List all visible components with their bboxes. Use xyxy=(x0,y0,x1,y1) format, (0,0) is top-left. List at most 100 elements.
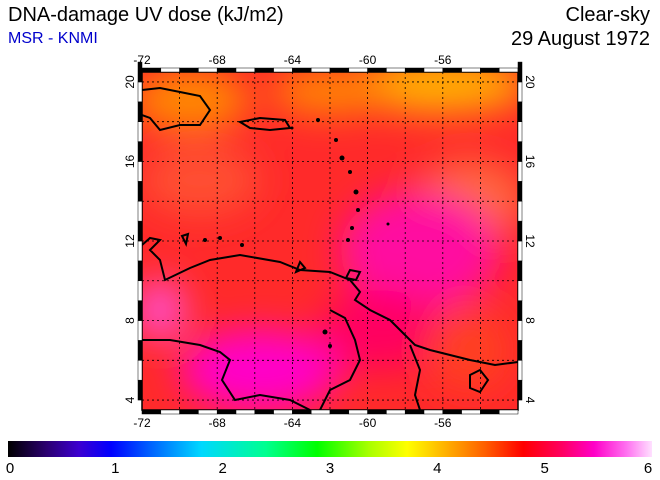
frame-tick-top xyxy=(404,67,425,73)
colorbar-tick-label: 0 xyxy=(5,460,15,477)
lon-tick-label-bottom: -72 xyxy=(133,416,151,430)
lon-tick-label-bottom: -56 xyxy=(434,416,452,430)
frame-tick-right xyxy=(517,81,523,103)
colorbar-tick-label: 3 xyxy=(325,460,335,477)
tick-labels: -72 -72 -68 -68 -64 -64 -60 -60 -56 -56 20 20 16 16 12… xyxy=(123,53,537,430)
frame-tick-bottom xyxy=(480,409,500,415)
frame-tick-left xyxy=(137,61,143,83)
frame-tick-top xyxy=(367,67,387,73)
frame-tick-bottom xyxy=(198,409,218,415)
frame-tick-right xyxy=(517,320,523,341)
frame-ticks xyxy=(137,61,523,415)
lat-tick-label-left: 20 xyxy=(123,75,137,89)
frame-tick-bottom xyxy=(442,409,462,415)
frame-tick-right xyxy=(517,300,523,321)
frame-tick-left xyxy=(137,181,143,202)
frame-tick-right xyxy=(517,220,523,242)
frame-tick-top xyxy=(292,67,312,73)
lon-tick-label-bottom: -64 xyxy=(284,416,302,430)
lon-tick-label-top: -68 xyxy=(209,53,227,67)
frame-tick-top xyxy=(273,67,293,73)
frame-tick-bottom xyxy=(329,409,350,415)
frame-tick-left xyxy=(137,260,143,282)
frame-tick-top xyxy=(442,67,462,73)
frame-tick-right xyxy=(517,360,523,381)
frame-tick-right xyxy=(517,181,523,202)
frame-tick-top xyxy=(310,67,331,73)
frame-tick-top xyxy=(348,67,368,73)
frame-tick-bottom xyxy=(254,409,274,415)
frame-tick-left xyxy=(137,81,143,103)
frame-tick-left xyxy=(137,200,143,222)
frame-tick-right xyxy=(517,121,523,142)
frame-tick-right xyxy=(517,260,523,282)
frame-tick-top xyxy=(235,67,256,73)
frame-tick-right xyxy=(517,240,523,262)
frame-tick-right xyxy=(517,141,523,162)
frame-tick-top xyxy=(386,67,406,73)
colorbar-tick-label: 5 xyxy=(540,460,549,477)
frame-tick-bottom xyxy=(498,409,519,415)
colorbar-tick-label: 6 xyxy=(643,460,653,477)
frame-tick-right xyxy=(517,161,523,182)
frame-tick-bottom xyxy=(141,409,162,415)
date-label: 29 August 1972 xyxy=(510,28,650,50)
lat-tick-label-right: 4 xyxy=(523,397,537,404)
frame-tick-top xyxy=(141,67,162,73)
lat-tick-label-right: 20 xyxy=(523,75,537,89)
colorbar-tick-label: 4 xyxy=(433,460,442,477)
source-label: MSR - KNMI xyxy=(8,30,98,47)
frame-tick-right xyxy=(517,379,523,401)
frame-tick-left xyxy=(137,379,143,401)
frame-tick-left xyxy=(137,340,143,361)
lat-tick-label-right: 12 xyxy=(523,234,537,248)
frame-tick-left xyxy=(137,220,143,242)
frame-tick-top xyxy=(198,67,218,73)
frame-tick-bottom xyxy=(160,409,180,415)
frame-tick-bottom xyxy=(310,409,331,415)
lat-tick-label-left: 12 xyxy=(123,234,137,248)
lon-tick-label-top: -56 xyxy=(434,53,452,67)
colorbar-tick-label: 2 xyxy=(218,460,227,477)
frame-tick-left xyxy=(137,121,143,142)
frame-tick-bottom xyxy=(235,409,256,415)
frame-tick-top xyxy=(480,67,500,73)
frame-tick-top xyxy=(423,67,444,73)
frame-tick-bottom xyxy=(216,409,237,415)
frame-tick-bottom xyxy=(273,409,293,415)
frame-tick-top xyxy=(254,67,274,73)
lon-tick-label-top: -72 xyxy=(133,53,151,67)
frame-tick-left xyxy=(137,300,143,321)
frame-tick-right xyxy=(517,61,523,83)
frame-tick-top xyxy=(160,67,180,73)
frame-tick-top xyxy=(498,67,519,73)
frame-tick-bottom xyxy=(386,409,406,415)
lon-tick-label-bottom: -60 xyxy=(359,416,377,430)
map-title: DNA-damage UV dose (kJ/m2) xyxy=(8,4,284,26)
frame-tick-bottom xyxy=(179,409,199,415)
frame-tick-left xyxy=(137,240,143,262)
lat-tick-label-right: 16 xyxy=(523,155,537,169)
frame-tick-top xyxy=(179,67,199,73)
lat-tick-label-left: 16 xyxy=(123,154,137,168)
uv-dose-map: -72 -72 -68 -68 -64 -64 -60 -60 -56 -56 20 20 16 16 12… xyxy=(123,53,537,430)
frame-tick-right xyxy=(517,280,523,301)
frame-tick-bottom xyxy=(461,409,481,415)
frame-tick-bottom xyxy=(292,409,312,415)
colorbar xyxy=(8,441,652,457)
frame-tick-bottom xyxy=(404,409,425,415)
frame-tick-left xyxy=(137,141,143,162)
lat-tick-label-left: 4 xyxy=(123,396,137,403)
lat-tick-label-right: 8 xyxy=(523,317,537,324)
sky-mode-label: Clear-sky xyxy=(565,4,650,26)
frame-tick-left xyxy=(137,101,143,122)
frame-tick-top xyxy=(329,67,350,73)
coastlines xyxy=(142,86,518,410)
frame-tick-left xyxy=(137,280,143,301)
lat-tick-label-left: 8 xyxy=(123,317,137,324)
frame-tick-bottom xyxy=(423,409,444,415)
frame-tick-left xyxy=(137,161,143,182)
frame-tick-top xyxy=(216,67,237,73)
lon-tick-label-bottom: -68 xyxy=(209,416,227,430)
lon-tick-label-top: -64 xyxy=(284,53,302,67)
